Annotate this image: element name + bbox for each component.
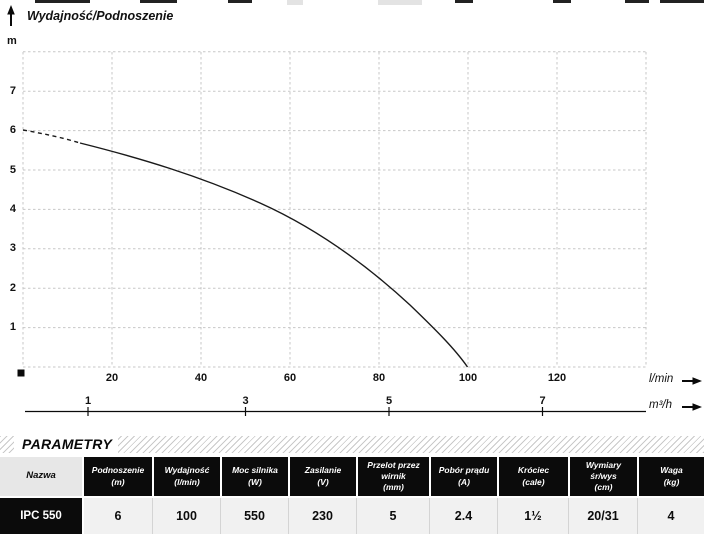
header-cell-pobor-pradu: Pobór prądu (A) <box>429 457 497 496</box>
y-tick-6: 6 <box>9 124 16 136</box>
m3h-axis <box>25 407 646 416</box>
header-cell-zasilanie: Zasilanie (V) <box>288 457 356 496</box>
chart-canvas <box>7 5 702 416</box>
header-cell-krociec: Króciec (cale) <box>497 457 568 496</box>
cell-wydajnosc: 100 <box>152 498 220 534</box>
cell-podnoszenie: 6 <box>82 498 152 534</box>
horizontal-gridlines <box>23 51 646 368</box>
y-tick-2: 2 <box>9 282 16 294</box>
cell-model-name: IPC 550 <box>0 498 82 534</box>
x2-tick-3: 3 <box>242 395 249 407</box>
cell-krociec: 1½ <box>497 498 568 534</box>
x2-tick-5: 5 <box>385 395 393 407</box>
y-tick-7: 7 <box>9 85 16 97</box>
lmin-axis-arrow-icon <box>682 377 702 385</box>
x2-tick-1: 1 <box>84 395 92 407</box>
x-tick-20: 20 <box>105 372 119 384</box>
cell-pobor-pradu: 2.4 <box>429 498 497 534</box>
y-axis-unit: m <box>7 35 17 47</box>
x-axis-unit-lmin: l/min <box>649 373 674 385</box>
header-cell-wymiary: Wymiary śr/wys (cm) <box>568 457 637 496</box>
section-band: PARAMETRY <box>0 436 704 453</box>
x-tick-120: 120 <box>547 372 567 384</box>
y-tick-4: 4 <box>9 203 16 215</box>
cell-przelot: 5 <box>356 498 429 534</box>
header-cell-podnoszenie: Podnoszenie (m) <box>82 457 152 496</box>
header-cell-przelot: Przelot przez wirnik (mm) <box>356 457 429 496</box>
header-cell-waga: Waga (kg) <box>637 457 704 496</box>
x2-tick-7: 7 <box>539 395 546 407</box>
y-axis-arrow-icon <box>7 5 15 26</box>
x-tick-60: 60 <box>283 372 297 384</box>
y-tick-1: 1 <box>9 321 16 333</box>
x-tick-40: 40 <box>194 372 208 384</box>
section-title: PARAMETRY <box>22 436 113 452</box>
vertical-gridlines <box>22 52 647 367</box>
section-label-patch <box>14 436 118 453</box>
y-tick-3: 3 <box>9 242 16 254</box>
chart-title: Wydajność/Podnoszenie <box>27 9 174 23</box>
y-tick-5: 5 <box>9 164 16 176</box>
cell-wymiary: 20/31 <box>568 498 637 534</box>
header-cell-wydajnosc: Wydajność (l/min) <box>152 457 220 496</box>
cell-waga: 4 <box>637 498 704 534</box>
origin-marker <box>17 369 25 377</box>
cell-zasilanie: 230 <box>288 498 356 534</box>
header-cell-moc-silnika: Moc silnika (W) <box>220 457 288 496</box>
x-axis-unit-m3h: m³/h <box>649 399 672 411</box>
parameters-table: Nazwa Podnoszenie (m) Wydajność (l/min) … <box>0 457 704 534</box>
header-cell-nazwa: Nazwa <box>0 457 82 496</box>
x-tick-80: 80 <box>372 372 386 384</box>
pump-curve <box>22 129 469 368</box>
table-data-row: IPC 550 6 100 550 230 5 2.4 1½ 20/31 4 <box>0 498 704 534</box>
x-tick-100: 100 <box>458 372 478 384</box>
m3h-axis-arrow-icon <box>682 403 702 411</box>
table-header-row: Nazwa Podnoszenie (m) Wydajność (l/min) … <box>0 457 704 496</box>
cell-moc-silnika: 550 <box>220 498 288 534</box>
